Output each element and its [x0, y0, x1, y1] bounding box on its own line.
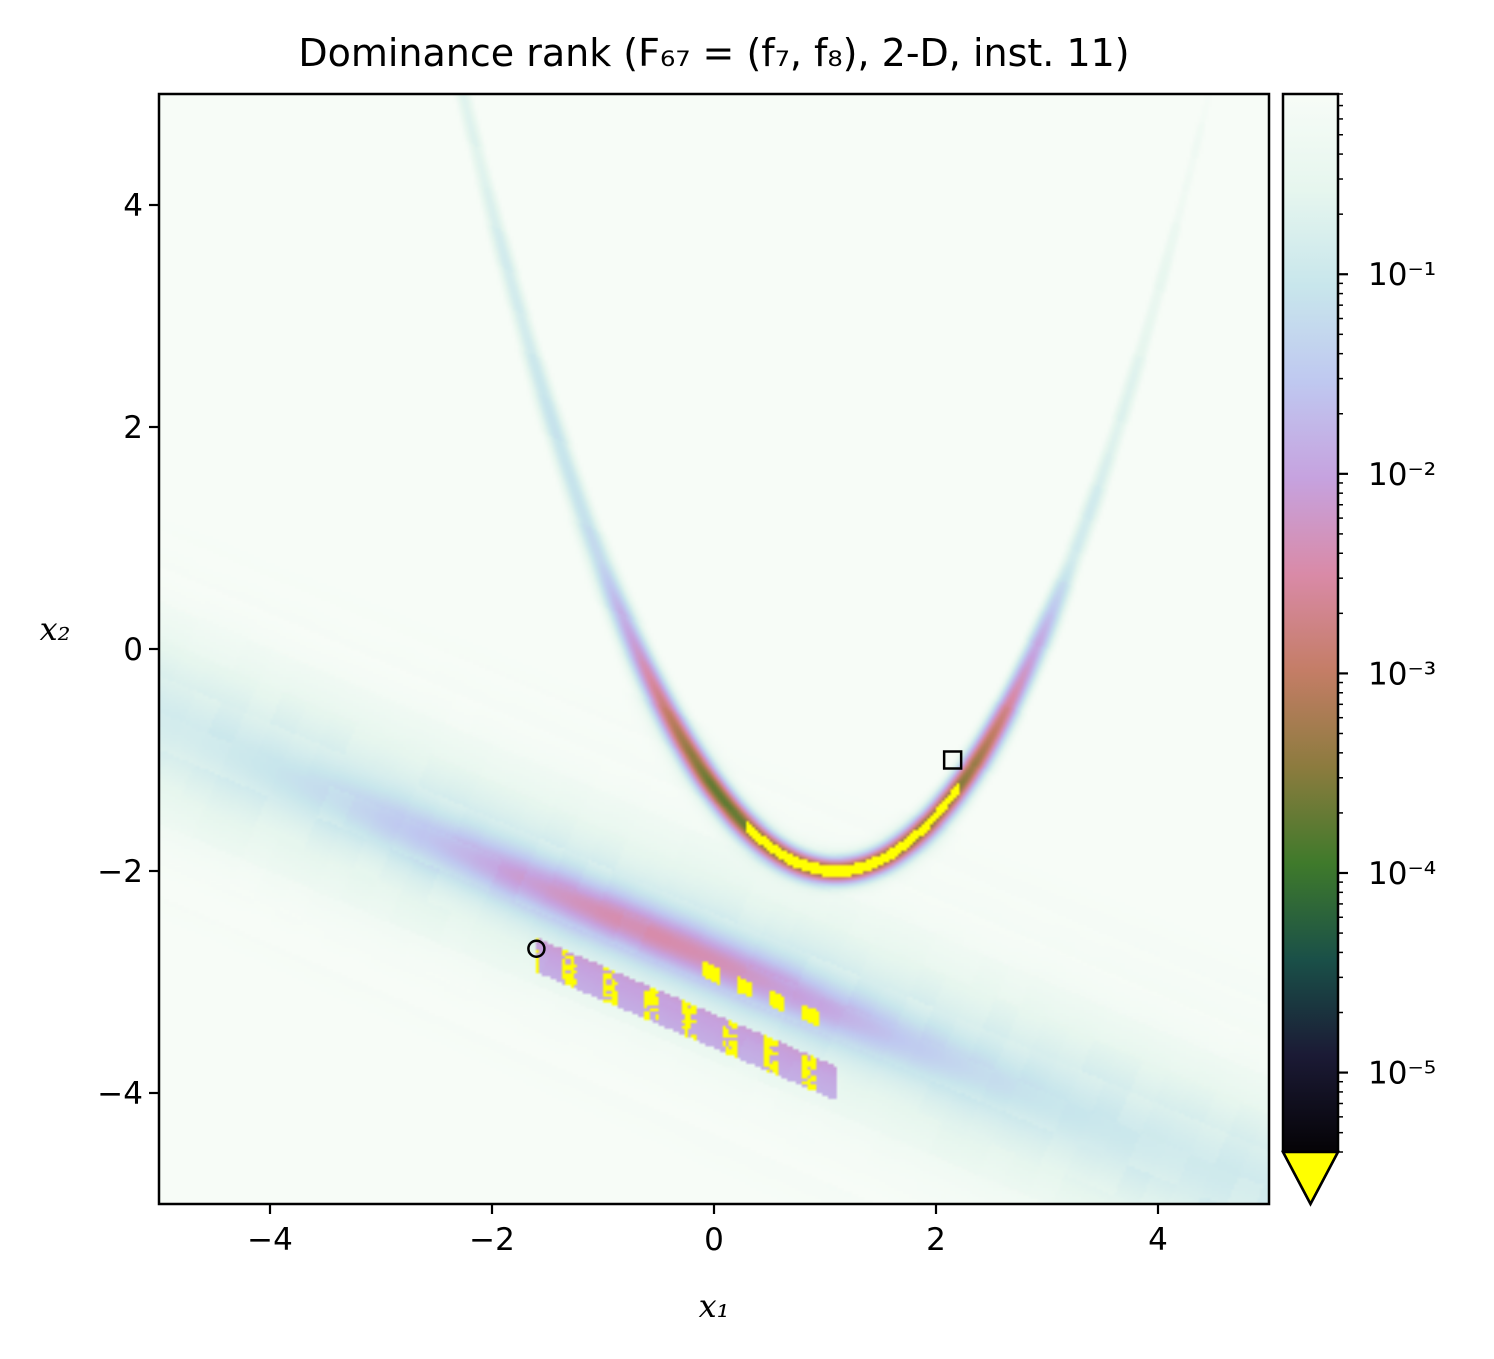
colorbar-tick-label: 10⁻⁵ [1368, 1056, 1436, 1092]
square-marker [942, 750, 963, 770]
x-tick-label: −2 [469, 1222, 515, 1258]
x-tick-label: 2 [926, 1222, 946, 1258]
colorbar-tick-label: 10⁻⁴ [1368, 856, 1436, 892]
x-tick-label: 0 [704, 1222, 724, 1258]
chart-title: Dominance rank (F₆₇ = (f₇, f₈), 2-D, ins… [298, 31, 1129, 75]
markers [527, 750, 963, 958]
y-tick-label: 2 [123, 410, 143, 446]
y-tick-label: 4 [123, 188, 143, 224]
heatmap [159, 94, 1269, 1204]
colorbar-gradient [1283, 94, 1338, 1152]
x-tick-label: 4 [1148, 1222, 1168, 1258]
y-axis: −4 −2 0 2 4 [97, 188, 159, 1112]
heatmap-image [159, 94, 1269, 1204]
colorbar-tick-label: 10⁻² [1368, 457, 1436, 493]
colorbar-under-triangle [1280, 1150, 1341, 1207]
colorbar-ticks: 10⁻⁵ 10⁻⁴ 10⁻³ 10⁻² 10⁻¹ [1338, 93, 1436, 1153]
x-axis: −4 −2 0 2 4 [247, 1204, 1168, 1258]
colorbar-tick-label: 10⁻³ [1368, 656, 1436, 692]
y-axis-label: x₂ [40, 610, 71, 648]
x-axis-label: x₁ [699, 1287, 730, 1325]
y-tick-label: −2 [97, 854, 143, 890]
y-tick-label: 0 [123, 632, 143, 668]
colorbar-frame [1281, 92, 1340, 1207]
circle-marker [527, 939, 546, 958]
y-tick-label: −4 [97, 1076, 143, 1112]
colorbar: 10⁻⁵ 10⁻⁴ 10⁻³ 10⁻² 10⁻¹ [1280, 92, 1436, 1207]
colorbar-tick-label: 10⁻¹ [1368, 257, 1436, 293]
x-tick-label: −4 [247, 1222, 293, 1258]
